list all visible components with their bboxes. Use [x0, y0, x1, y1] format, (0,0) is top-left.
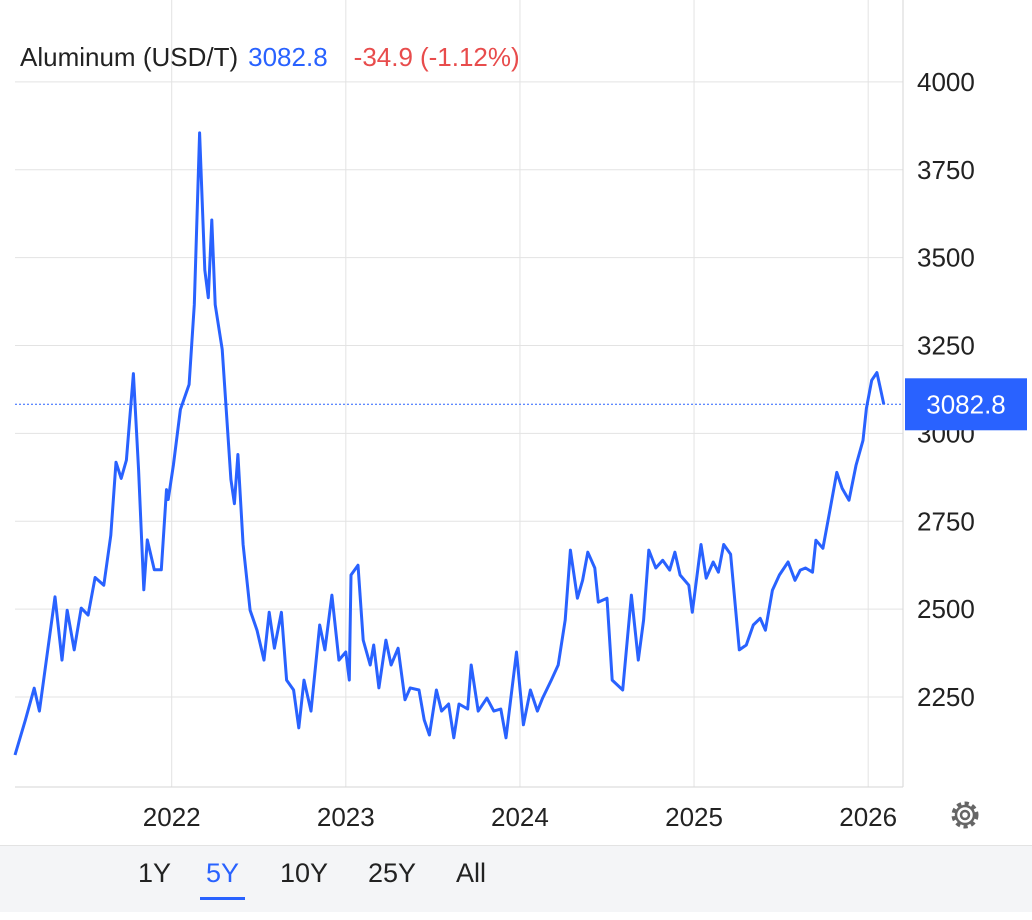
legend: Aluminum (USD/T) 3082.8 -34.9 (-1.12%): [20, 42, 520, 72]
grid: [15, 0, 903, 787]
range-button[interactable]: 5Y: [200, 858, 246, 900]
x-tick-label: 2025: [665, 802, 723, 832]
last-price-label: 3082.8: [926, 389, 1006, 419]
settings-icon[interactable]: [951, 801, 979, 829]
range-button[interactable]: 10Y: [280, 858, 329, 888]
y-tick-label: 2250: [917, 682, 975, 712]
range-button[interactable]: All: [456, 858, 487, 888]
chart: Aluminum (USD/T) 3082.8 -34.9 (-1.12%) 2250…: [13, 0, 1027, 832]
change-pct: (-1.12%): [420, 42, 520, 72]
range-bar: 1Y 5Y 10Y 25Y All: [0, 845, 1032, 912]
y-tick-label: 3500: [917, 243, 975, 273]
y-tick-label: 3250: [917, 331, 975, 361]
range-button[interactable]: 1Y: [138, 858, 172, 888]
range-button[interactable]: 25Y: [368, 858, 417, 888]
change: -34.9: [354, 42, 413, 72]
x-tick-label: 2024: [491, 802, 549, 832]
y-tick-label: 4000: [917, 67, 975, 97]
last-price-badge: [905, 378, 1027, 431]
series-name: Aluminum (USD/T): [20, 42, 238, 72]
y-tick-label: 2750: [917, 506, 975, 536]
price: 3082.8: [248, 42, 328, 72]
x-tick-label: 2026: [839, 802, 897, 832]
x-tick-label: 2023: [317, 802, 375, 832]
y-tick-label: 2500: [917, 594, 975, 624]
y-tick-label: 3750: [917, 155, 975, 185]
plot: [13, 131, 903, 756]
x-tick-label: 2022: [143, 802, 201, 832]
price-line: [13, 131, 886, 756]
